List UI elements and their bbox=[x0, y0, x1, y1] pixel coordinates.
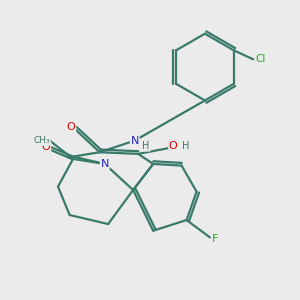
Text: N: N bbox=[130, 136, 139, 146]
Text: CH₃: CH₃ bbox=[33, 136, 50, 145]
Text: F: F bbox=[212, 234, 218, 244]
Text: H: H bbox=[142, 141, 150, 151]
Text: Cl: Cl bbox=[255, 54, 266, 64]
Text: O: O bbox=[42, 142, 50, 152]
Text: O: O bbox=[67, 122, 76, 132]
Text: O: O bbox=[169, 141, 178, 151]
Text: N: N bbox=[100, 159, 109, 169]
Text: H: H bbox=[182, 141, 189, 151]
